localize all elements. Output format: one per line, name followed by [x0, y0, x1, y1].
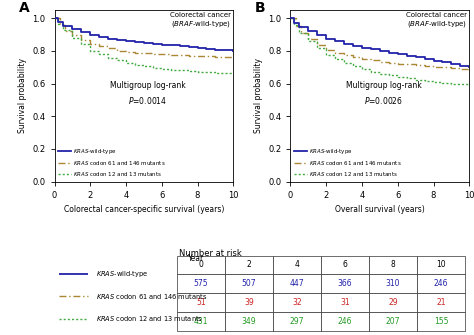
Text: $\it{KRAS}$ codon 12 and 13 mutants: $\it{KRAS}$ codon 12 and 13 mutants — [96, 315, 203, 323]
X-axis label: Overall survival (years): Overall survival (years) — [335, 205, 425, 214]
Text: $\it{KRAS}$-wild-type: $\it{KRAS}$-wild-type — [96, 269, 148, 279]
Text: Colorectal cancer
($\it{BRAF}$-wild-type): Colorectal cancer ($\it{BRAF}$-wild-type… — [407, 12, 467, 29]
Text: $\it{P}$=0.0014: $\it{P}$=0.0014 — [128, 95, 167, 107]
Y-axis label: Survival probability: Survival probability — [254, 58, 263, 133]
Text: Multigroup log-rank: Multigroup log-rank — [346, 81, 421, 90]
Text: Multigroup log-rank: Multigroup log-rank — [109, 81, 185, 90]
Legend: $\it{KRAS}$-wild-type, $\it{KRAS}$ codon 61 and 146 mutants, $\it{KRAS}$ codon 1: $\it{KRAS}$-wild-type, $\it{KRAS}$ codon… — [292, 145, 404, 180]
Legend: $\it{KRAS}$-wild-type, $\it{KRAS}$ codon 61 and 146 mutants, $\it{KRAS}$ codon 1: $\it{KRAS}$-wild-type, $\it{KRAS}$ codon… — [56, 145, 168, 180]
Text: Colorectal cancer
($\it{BRAF}$-wild-type): Colorectal cancer ($\it{BRAF}$-wild-type… — [171, 12, 231, 29]
Text: B: B — [255, 1, 265, 15]
Text: Number at risk: Number at risk — [179, 250, 242, 259]
Text: $\it{P}$=0.0026: $\it{P}$=0.0026 — [364, 95, 403, 107]
Text: A: A — [19, 1, 29, 15]
Y-axis label: Survival probability: Survival probability — [18, 58, 27, 133]
X-axis label: Colorectal cancer-specific survival (years): Colorectal cancer-specific survival (yea… — [64, 205, 224, 214]
Text: $\it{KRAS}$ codon 61 and 146 mutants: $\it{KRAS}$ codon 61 and 146 mutants — [96, 292, 207, 301]
Text: Year: Year — [188, 254, 204, 263]
